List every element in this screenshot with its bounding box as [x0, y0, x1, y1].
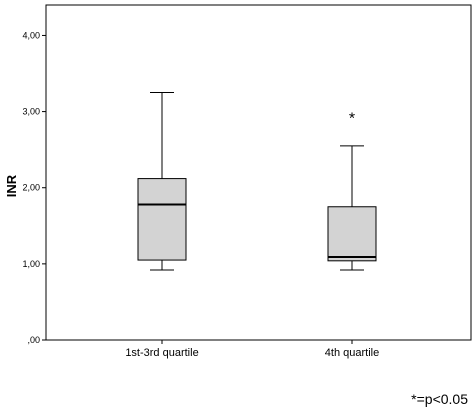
y-tick-label: ,00	[27, 335, 40, 345]
significance-marker: *	[349, 111, 355, 128]
box-1	[137, 92, 187, 271]
y-tick-label: 4,00	[22, 30, 40, 40]
y-tick-label: 2,00	[22, 183, 40, 193]
box-2	[327, 145, 377, 271]
iqr-box	[327, 206, 377, 262]
boxes	[137, 92, 377, 271]
iqr-box	[137, 178, 187, 261]
y-axis: ,00 1,00 2,00 3,00 4,00	[22, 30, 46, 345]
x-axis: 1st-3rd quartile 4th quartile	[125, 340, 379, 359]
y-tick-label: 3,00	[22, 107, 40, 117]
y-tick-label: 1,00	[22, 259, 40, 269]
x-tick-label: 4th quartile	[325, 347, 379, 359]
annotations: *	[349, 111, 355, 128]
footnote: *=p<0.05	[411, 391, 468, 407]
plot-area	[45, 4, 472, 341]
x-tick-label: 1st-3rd quartile	[125, 347, 198, 359]
y-axis-label: INR	[4, 174, 19, 197]
